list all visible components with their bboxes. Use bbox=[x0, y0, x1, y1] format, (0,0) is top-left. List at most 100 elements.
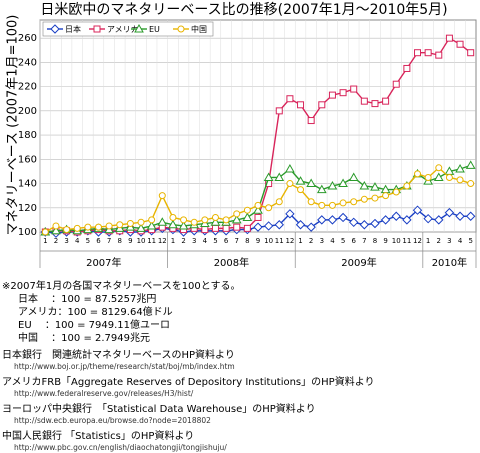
marker bbox=[338, 178, 348, 188]
x-tick-label: 3 bbox=[447, 237, 451, 245]
marker bbox=[455, 211, 465, 221]
marker bbox=[327, 215, 338, 225]
marker bbox=[168, 219, 178, 229]
x-tick-label: 7 bbox=[234, 237, 238, 245]
x-tick-label: 1 bbox=[298, 237, 302, 245]
y-tick-label: 120 bbox=[18, 203, 37, 214]
marker bbox=[339, 89, 347, 97]
marker bbox=[403, 64, 411, 72]
marker bbox=[254, 213, 262, 221]
marker bbox=[371, 100, 379, 108]
chart: 日米欧中のマネタリーベース比の推移(2007年1月～2010年5月) マネタリー… bbox=[6, 2, 477, 269]
marker bbox=[435, 51, 443, 59]
marker bbox=[328, 201, 336, 209]
marker bbox=[93, 25, 101, 33]
marker bbox=[137, 218, 145, 226]
x-tick-label: 3 bbox=[192, 237, 196, 245]
x-tick-label: 2 bbox=[54, 237, 58, 245]
marker bbox=[370, 182, 380, 191]
marker bbox=[63, 226, 71, 234]
marker bbox=[263, 221, 274, 231]
marker bbox=[201, 216, 209, 224]
x-tick-label: 8 bbox=[373, 237, 377, 245]
marker bbox=[158, 192, 166, 200]
y-tick-label: 220 bbox=[18, 82, 37, 93]
marker bbox=[371, 194, 379, 202]
marker bbox=[254, 201, 262, 209]
marker bbox=[146, 220, 157, 230]
marker bbox=[349, 217, 359, 228]
marker bbox=[265, 204, 273, 212]
source-text: アメリカFRB「Aggregate Reserves of Depository… bbox=[2, 377, 375, 388]
marker bbox=[435, 164, 443, 172]
legend-box bbox=[42, 21, 214, 37]
source-text: 日本銀行 関連統計マネタリーベースのHP資料より bbox=[2, 350, 235, 361]
marker bbox=[297, 101, 305, 109]
plot-area bbox=[39, 19, 477, 233]
marker bbox=[169, 213, 177, 221]
x-tick-label: 9 bbox=[256, 237, 260, 245]
x-tick-label: 7 bbox=[362, 237, 366, 245]
marker bbox=[467, 180, 475, 188]
marker bbox=[222, 216, 230, 224]
marker bbox=[382, 192, 390, 200]
marker bbox=[243, 224, 251, 232]
marker bbox=[465, 211, 476, 221]
marker bbox=[370, 218, 380, 229]
marker bbox=[148, 216, 156, 224]
marker bbox=[350, 85, 358, 93]
y-tick-label: 240 bbox=[18, 57, 37, 68]
x-tick-label: 11 bbox=[275, 237, 284, 245]
marker bbox=[456, 176, 464, 184]
year-label: 2010年 bbox=[432, 256, 467, 269]
marker bbox=[445, 173, 453, 181]
marker bbox=[307, 198, 315, 206]
chart-title: 日米欧中のマネタリーベース比の推移(2007年1月～2010年5月) bbox=[40, 2, 447, 18]
marker bbox=[317, 215, 327, 225]
marker bbox=[286, 95, 294, 103]
legend-label: アメリカ bbox=[107, 25, 139, 34]
marker bbox=[136, 223, 146, 232]
x-tick-label: 9 bbox=[128, 237, 132, 245]
x-tick-label: 7 bbox=[107, 237, 111, 245]
rate-note: EU ：100 = 7949.11億ユーロ bbox=[18, 320, 170, 331]
marker bbox=[94, 223, 102, 231]
x-tick-label: 5 bbox=[213, 237, 217, 245]
marker bbox=[295, 220, 306, 230]
marker bbox=[434, 215, 444, 225]
marker bbox=[403, 182, 411, 190]
marker bbox=[180, 216, 188, 224]
x-tick-label: 6 bbox=[224, 237, 229, 245]
marker bbox=[233, 210, 241, 218]
y-tick-label: 140 bbox=[18, 179, 37, 190]
marker bbox=[306, 178, 317, 188]
source-url: http://www.boj.or.jp/theme/research/stat… bbox=[14, 362, 235, 371]
x-tick-label: 12 bbox=[413, 237, 422, 245]
marker bbox=[50, 24, 60, 34]
marker bbox=[414, 49, 422, 57]
x-tick-label: 5 bbox=[341, 237, 345, 245]
marker bbox=[339, 199, 347, 207]
marker bbox=[295, 176, 306, 185]
x-tick-label: 10 bbox=[392, 237, 401, 245]
marker bbox=[222, 224, 230, 232]
marker bbox=[455, 163, 465, 173]
x-tick-label: 8 bbox=[245, 237, 249, 245]
marker bbox=[328, 91, 336, 99]
x-tick-label: 3 bbox=[64, 237, 68, 245]
x-tick-label: 2 bbox=[309, 237, 313, 245]
marker bbox=[391, 211, 401, 221]
legend-label: 日本 bbox=[65, 24, 81, 34]
marker bbox=[392, 80, 400, 88]
x-tick-label: 10 bbox=[264, 237, 273, 245]
marker bbox=[359, 180, 370, 190]
marker bbox=[51, 225, 61, 235]
x-tick-label: 6 bbox=[351, 237, 356, 245]
source-text: 中国人民銀行 「Statistics」のHP資料より bbox=[2, 431, 195, 442]
marker bbox=[318, 201, 326, 209]
y-axis-label: マネタリーベース (2007年1月=100) bbox=[6, 15, 21, 236]
marker bbox=[126, 220, 134, 228]
x-tick-label: 8 bbox=[118, 237, 122, 245]
marker bbox=[382, 97, 390, 105]
x-tick-label: 11 bbox=[147, 237, 156, 245]
